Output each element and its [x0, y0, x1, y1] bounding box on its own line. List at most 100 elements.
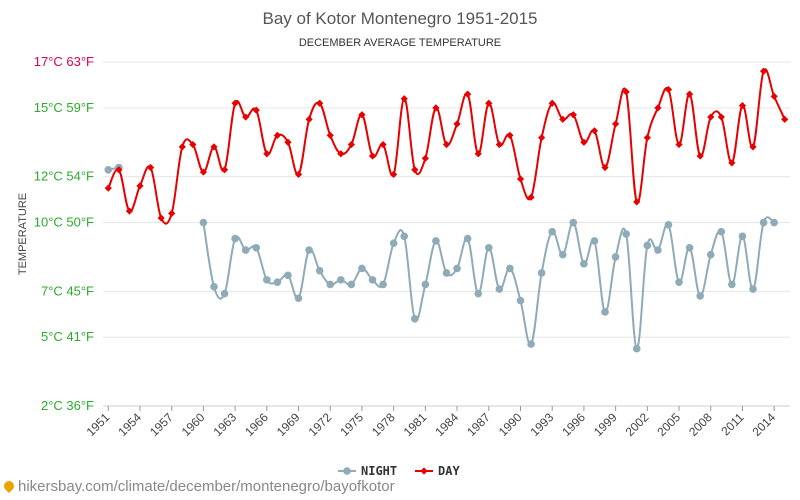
day-data-point [781, 115, 789, 123]
day-data-point [316, 99, 324, 107]
grid-lines [103, 61, 790, 407]
night-data-point [717, 227, 726, 236]
day-data-point [643, 134, 651, 142]
day-data-point [685, 90, 694, 98]
night-data-point [506, 264, 514, 273]
night-data-point [643, 241, 652, 250]
night-data-point [410, 315, 419, 323]
day-data-point [696, 152, 704, 160]
day-series [104, 67, 789, 225]
x-tick-label: 2014 [749, 410, 778, 439]
legend-item-day[interactable]: DAY [415, 464, 460, 478]
legend-swatch-marker [343, 467, 351, 475]
day-data-point [538, 134, 546, 142]
night-data-point [706, 250, 715, 259]
footer[interactable]: hikersbay.com/climate/december/montenegr… [1, 478, 395, 495]
night-data-point [580, 260, 588, 268]
footer-link[interactable]: hikersbay.com/climate/december/montenegr… [18, 478, 395, 495]
night-data-point [379, 280, 387, 289]
x-tick-label: 1996 [559, 410, 588, 439]
day-data-point [506, 131, 514, 139]
day-data-point [263, 150, 271, 158]
day-data-point [749, 143, 757, 151]
y-tick-label: 5°C 41°F [41, 329, 94, 344]
day-data-point [664, 85, 673, 94]
x-tick-label: 1999 [591, 410, 620, 439]
night-data-point [358, 264, 366, 273]
day-data-point [707, 113, 715, 121]
day-data-point [485, 99, 493, 107]
night-data-point [516, 296, 525, 305]
night-data-point [347, 280, 356, 289]
x-tick-label: 1990 [496, 410, 525, 439]
day-data-point [717, 113, 725, 121]
x-tick-label: 1987 [464, 410, 493, 439]
night-data-point [728, 280, 736, 289]
night-data-point [590, 237, 599, 245]
day-data-point [495, 140, 503, 149]
x-tick-label: 1951 [84, 410, 113, 439]
legend-label: NIGHT [361, 464, 397, 478]
day-data-point [347, 140, 355, 149]
night-data-point [484, 243, 493, 252]
night-data-point [453, 264, 461, 273]
day-data-point [770, 92, 778, 100]
night-data-point [463, 234, 472, 243]
x-tick-label: 1954 [115, 410, 144, 439]
day-data-point [400, 95, 408, 103]
legend-swatch-marker [420, 467, 428, 475]
day-data-point [178, 143, 186, 151]
x-tick-label: 1978 [369, 410, 398, 439]
night-data-point [654, 246, 662, 254]
y-tick-label: 10°C 50°F [34, 215, 94, 230]
night-data-point [696, 292, 704, 300]
night-data-point [622, 230, 630, 238]
day-data-point [580, 138, 588, 146]
night-data-point [527, 340, 535, 348]
location-pin-icon [1, 478, 17, 494]
night-data-point [548, 227, 556, 236]
day-data-point [136, 182, 144, 190]
night-data-point [231, 234, 239, 243]
day-data-point [527, 193, 535, 201]
x-tick-label: 1972 [306, 410, 335, 439]
day-data-point [157, 214, 165, 222]
x-tick-label: 1960 [179, 410, 208, 439]
chart-subtitle: DECEMBER AVERAGE TEMPERATURE [299, 37, 501, 49]
night-data-point [294, 294, 303, 303]
night-data-point [495, 285, 504, 293]
legend-label: DAY [438, 464, 460, 478]
legend: NIGHT DAY [338, 464, 460, 478]
night-data-point [770, 218, 778, 227]
day-data-point [305, 115, 313, 123]
day-data-point [189, 140, 197, 149]
night-data-point [474, 289, 483, 298]
day-data-point [654, 104, 662, 112]
night-data-point [104, 165, 113, 174]
day-data-point [390, 170, 398, 178]
day-data-point [284, 138, 292, 146]
x-tick-label: 1975 [337, 410, 366, 439]
day-data-point [622, 88, 630, 96]
day-data-point [759, 67, 768, 75]
night-data-point [220, 289, 229, 298]
day-data-point [337, 150, 345, 158]
night-data-point [252, 243, 261, 252]
day-data-point [242, 113, 250, 121]
day-data-point [168, 209, 176, 217]
day-data-point [294, 170, 303, 178]
day-data-point [326, 131, 334, 139]
day-data-point [273, 131, 281, 139]
day-data-point [231, 99, 239, 107]
legend-item-night[interactable]: NIGHT [338, 464, 397, 478]
x-tick-label: 1993 [528, 410, 557, 439]
night-data-point [632, 344, 641, 353]
night-data-point [611, 253, 620, 261]
night-data-point [738, 232, 747, 241]
night-data-point [326, 280, 335, 289]
night-data-point [432, 237, 440, 245]
night-data-point [664, 221, 673, 229]
x-tick-label: 1957 [147, 410, 176, 439]
day-data-point [368, 152, 377, 160]
